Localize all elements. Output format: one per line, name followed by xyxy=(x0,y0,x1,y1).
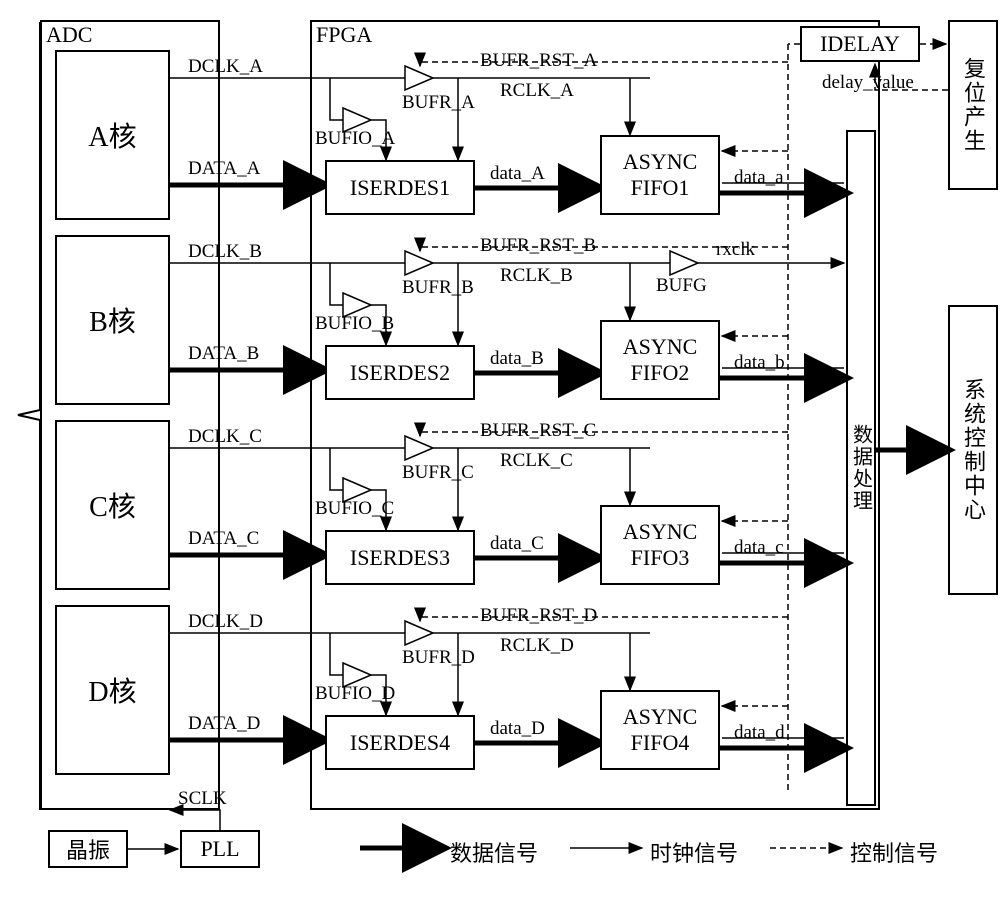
iserdes-2: ISERDES3 xyxy=(325,530,475,585)
bufrrst-lbl-3: BUFR_RST_D xyxy=(480,605,597,627)
dclk-lbl-0: DCLK_A xyxy=(188,56,263,78)
middata-lbl-2: data_C xyxy=(490,533,544,555)
fpga-frame xyxy=(310,20,880,810)
legend-data: 数据信号 xyxy=(450,836,538,868)
pll-box: PLL xyxy=(180,830,260,868)
dclk-lbl-2: DCLK_C xyxy=(188,426,262,448)
bufr-lbl-0: BUFR_A xyxy=(402,92,475,114)
middata-lbl-0: data_A xyxy=(490,163,545,185)
bufrrst-lbl-2: BUFR_RST_C xyxy=(480,420,596,442)
bufio-lbl-1: BUFIO_B xyxy=(315,313,394,335)
asyncfifo-3: ASYNC FIFO4 xyxy=(600,690,720,770)
delay-value-label: delay_value xyxy=(822,72,914,94)
iserdes-3: ISERDES4 xyxy=(325,715,475,770)
core-3: D核 xyxy=(55,605,170,775)
bufr-lbl-3: BUFR_D xyxy=(402,647,475,669)
asyncfifo-0: ASYNC FIFO1 xyxy=(600,135,720,215)
dclk-lbl-3: DCLK_D xyxy=(188,611,263,633)
reset-gen-box: 复位产生 xyxy=(948,20,998,190)
bufio-lbl-2: BUFIO_C xyxy=(315,498,394,520)
core-2: C核 xyxy=(55,420,170,590)
outdata-lbl-0: data_a xyxy=(734,167,784,189)
middata-lbl-3: data_D xyxy=(490,718,545,740)
rxclk-lbl: rxclk xyxy=(716,239,755,261)
sys-ctrl-label: 系统控制中心 xyxy=(957,378,989,522)
dclk-lbl-1: DCLK_B xyxy=(188,241,262,263)
bufg-lbl: BUFG xyxy=(656,275,707,297)
data-processing-box: 数据处理 xyxy=(846,130,876,806)
fpga-title: FPGA xyxy=(316,22,372,48)
crystal-box: 晶振 xyxy=(48,830,128,868)
bufr-lbl-1: BUFR_B xyxy=(402,277,474,299)
rclk-lbl-0: RCLK_A xyxy=(500,80,574,102)
iserdes-1: ISERDES2 xyxy=(325,345,475,400)
pll-label: PLL xyxy=(200,836,239,862)
data-lbl-1: DATA_B xyxy=(188,343,259,365)
reset-gen-label: 复位产生 xyxy=(957,57,989,153)
asyncfifo-2: ASYNC FIFO3 xyxy=(600,505,720,585)
adc-title: ADC xyxy=(46,22,92,48)
core-1: B核 xyxy=(55,235,170,405)
core-0: A核 xyxy=(55,50,170,220)
diagram-root: ADC FPGA 复位产生 系统控制中心 IDELAY delay_value … xyxy=(10,10,1000,891)
sclk-label: SCLK xyxy=(178,788,227,810)
data-lbl-3: DATA_D xyxy=(188,713,260,735)
iserdes-0: ISERDES1 xyxy=(325,160,475,215)
sys-ctrl-box: 系统控制中心 xyxy=(948,305,998,595)
crystal-label: 晶振 xyxy=(66,833,110,865)
middata-lbl-1: data_B xyxy=(490,348,544,370)
rclk-lbl-3: RCLK_D xyxy=(500,635,574,657)
data-processing-label: 数据处理 xyxy=(847,424,876,512)
data-lbl-2: DATA_C xyxy=(188,528,259,550)
asyncfifo-1: ASYNC FIFO2 xyxy=(600,320,720,400)
bufrrst-lbl-1: BUFR_RST_B xyxy=(480,235,596,257)
outdata-lbl-2: data_c xyxy=(734,537,784,559)
idelay-box: IDELAY xyxy=(800,26,920,62)
bufrrst-lbl-0: BUFR_RST_A xyxy=(480,50,597,72)
rclk-lbl-1: RCLK_B xyxy=(500,265,573,287)
bufio-lbl-0: BUFIO_A xyxy=(315,128,395,150)
idelay-label: IDELAY xyxy=(820,31,900,57)
rclk-lbl-2: RCLK_C xyxy=(500,450,573,472)
legend-ctrl: 控制信号 xyxy=(850,836,938,868)
bufr-lbl-2: BUFR_C xyxy=(402,462,474,484)
outdata-lbl-3: data_d xyxy=(734,722,785,744)
outdata-lbl-1: data_b xyxy=(734,352,785,374)
data-lbl-0: DATA_A xyxy=(188,158,260,180)
legend-clock: 时钟信号 xyxy=(650,836,738,868)
bufio-lbl-3: BUFIO_D xyxy=(315,683,395,705)
